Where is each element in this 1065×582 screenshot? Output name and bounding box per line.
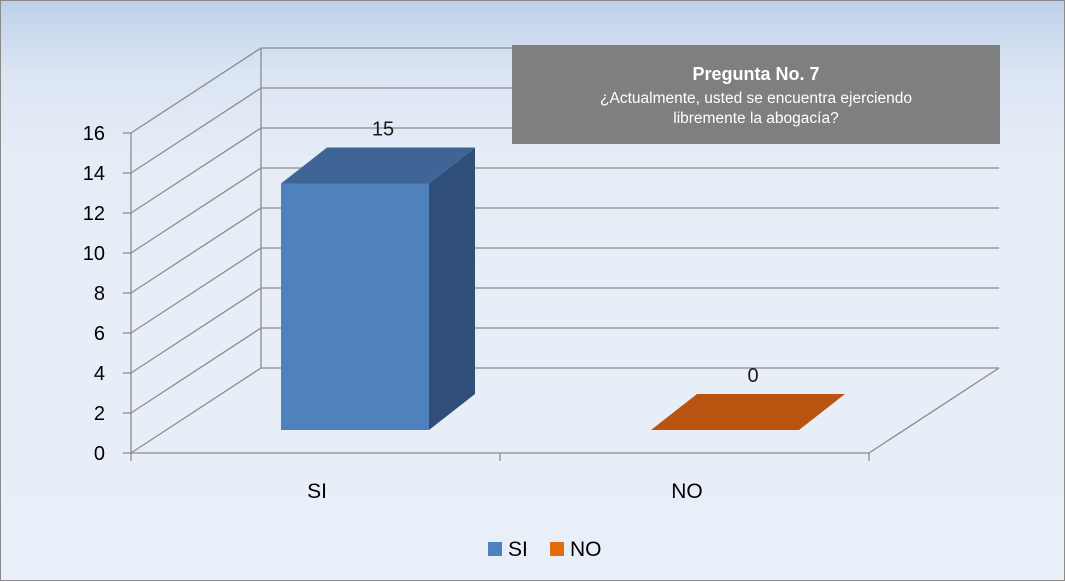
y-tick-label-4: 4 bbox=[94, 363, 105, 385]
y-tick-label-6: 6 bbox=[94, 323, 105, 345]
legend-swatch-no bbox=[550, 542, 564, 556]
y-tick-label-14: 14 bbox=[83, 163, 105, 185]
title-box-background bbox=[512, 45, 1000, 144]
y-tick-label-2: 2 bbox=[94, 403, 105, 425]
gridline-side-4 bbox=[130, 287, 262, 374]
y-tick-label-8: 8 bbox=[94, 283, 105, 305]
gridline-side-0 bbox=[130, 367, 262, 454]
y-tick-label-10: 10 bbox=[83, 243, 105, 265]
gridline-side-14 bbox=[130, 87, 262, 174]
gridline-side-10 bbox=[130, 167, 262, 254]
gridline-side-2 bbox=[130, 327, 262, 414]
bar-si-top bbox=[281, 147, 475, 184]
bar-si-side bbox=[429, 147, 475, 430]
legend-label-si: SI bbox=[508, 538, 528, 561]
bar-no-top bbox=[651, 394, 845, 430]
legend-swatch-si bbox=[488, 542, 502, 556]
gridline-side-8 bbox=[130, 207, 262, 294]
chart-title: Pregunta No. 7 bbox=[692, 64, 819, 84]
chart-subtitle-line-2: libremente la abogacía? bbox=[673, 110, 839, 127]
gridline-side-16 bbox=[130, 47, 262, 134]
bar-layer bbox=[281, 147, 845, 430]
gridline-side-12 bbox=[130, 127, 262, 214]
legend: SI NO bbox=[488, 538, 602, 561]
chart-subtitle-line-1: ¿Actualmente, usted se encuentra ejercie… bbox=[600, 90, 912, 107]
label-layer: 0 2 4 6 8 10 12 14 16 15 SI 0 NO bbox=[83, 118, 759, 503]
chart-title-box: Pregunta No. 7 ¿Actualmente, usted se en… bbox=[512, 45, 1000, 144]
legend-label-no: NO bbox=[570, 538, 602, 561]
x-category-label-si: SI bbox=[307, 480, 327, 503]
data-label-si: 15 bbox=[372, 118, 394, 140]
y-tick-label-0: 0 bbox=[94, 443, 105, 465]
gridline-side-6 bbox=[130, 247, 262, 334]
bar-si-front bbox=[281, 183, 429, 430]
x-category-label-no: NO bbox=[671, 480, 703, 503]
data-label-no: 0 bbox=[747, 365, 758, 387]
y-tick-label-12: 12 bbox=[83, 203, 105, 225]
floor-right-edge bbox=[868, 367, 1000, 454]
y-tick-label-16: 16 bbox=[83, 123, 105, 145]
